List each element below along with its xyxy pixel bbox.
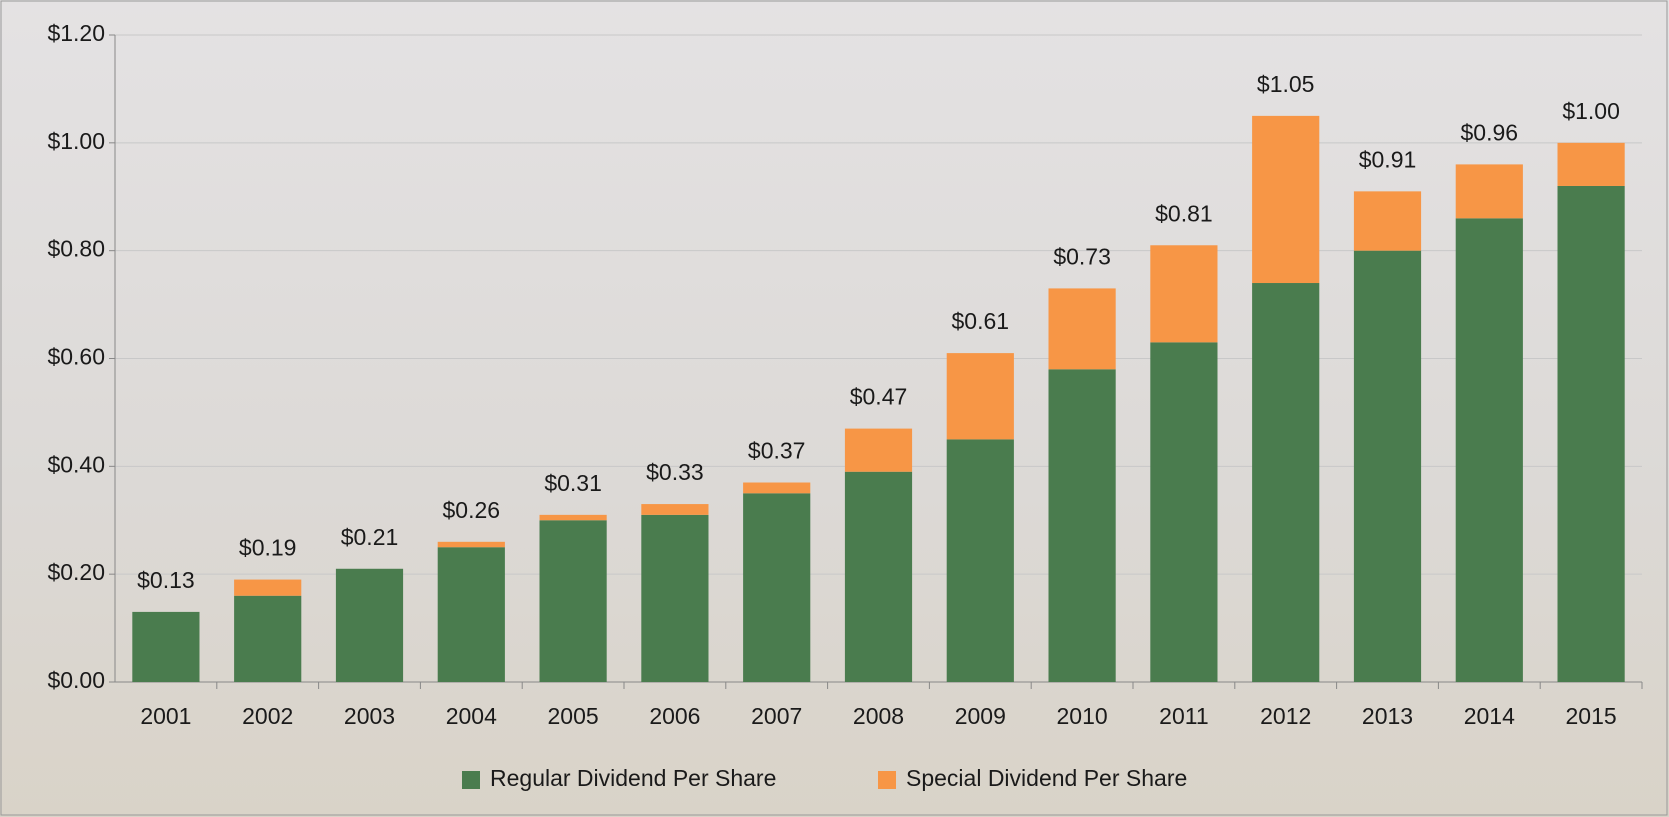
total-label: $0.73 (1053, 243, 1111, 269)
bar-segment (1455, 164, 1523, 219)
bar-segment (437, 541, 505, 548)
y-tick-label: $1.00 (47, 128, 105, 154)
total-label: $0.81 (1155, 200, 1213, 226)
x-tick-label: 2015 (1566, 703, 1617, 729)
x-tick-label: 2006 (649, 703, 700, 729)
total-label: $0.33 (646, 459, 704, 485)
bar-segment (234, 579, 302, 596)
y-tick-label: $0.20 (47, 559, 105, 585)
x-tick-label: 2011 (1159, 703, 1208, 729)
x-tick-label: 2005 (548, 703, 599, 729)
bar-segment (539, 514, 607, 521)
total-label: $0.91 (1359, 146, 1417, 172)
x-tick-label: 2012 (1260, 703, 1311, 729)
legend-label: Special Dividend Per Share (906, 765, 1187, 791)
total-label: $0.61 (952, 308, 1010, 334)
x-tick-label: 2014 (1464, 703, 1515, 729)
legend-label: Regular Dividend Per Share (490, 765, 776, 791)
y-tick-label: $0.00 (47, 667, 105, 693)
bar-segment (1252, 283, 1320, 682)
total-label: $0.21 (341, 524, 399, 550)
bar-segment (641, 504, 709, 515)
bar-segment (1557, 142, 1625, 186)
x-tick-label: 2004 (446, 703, 497, 729)
bar-segment (1353, 191, 1422, 251)
bar-segment (234, 595, 302, 682)
x-tick-label: 2001 (140, 703, 191, 729)
total-label: $0.37 (748, 438, 806, 464)
x-tick-label: 2013 (1362, 703, 1413, 729)
x-tick-label: 2002 (242, 703, 293, 729)
bar-segment (1048, 288, 1116, 370)
bar-segment (743, 482, 811, 494)
bar-segment (641, 514, 709, 682)
bar-segment (132, 611, 200, 682)
bar-segment (1048, 369, 1116, 682)
x-tick-label: 2007 (751, 703, 802, 729)
x-tick-label: 2008 (853, 703, 904, 729)
bar-segment (1455, 218, 1523, 683)
legend-swatch (878, 771, 896, 789)
total-label: $0.19 (239, 535, 297, 561)
bar-segment (844, 471, 913, 682)
bar-segment (946, 353, 1014, 440)
bar-segment (335, 568, 404, 682)
total-label: $0.31 (544, 470, 602, 496)
total-label: $1.05 (1257, 71, 1315, 97)
legend-swatch (462, 771, 480, 789)
bar-segment (844, 428, 913, 472)
bar-segment (1557, 185, 1625, 682)
x-tick-label: 2010 (1057, 703, 1108, 729)
bar-segment (1150, 245, 1218, 343)
bar-segment (539, 520, 607, 682)
total-label: $0.47 (850, 384, 908, 410)
bar-segment (1150, 342, 1218, 682)
bar-segment (1252, 115, 1320, 284)
y-tick-label: $0.40 (47, 451, 105, 477)
y-tick-label: $0.80 (47, 236, 105, 262)
bar-segment (1353, 250, 1422, 682)
x-tick-label: 2009 (955, 703, 1006, 729)
x-tick-label: 2003 (344, 703, 395, 729)
y-tick-label: $1.20 (47, 20, 105, 46)
y-tick-label: $0.60 (47, 344, 105, 370)
bar-segment (743, 493, 811, 682)
bar-segment (946, 439, 1014, 682)
total-label: $1.00 (1562, 98, 1620, 124)
bar-segment (437, 547, 505, 682)
total-label: $0.13 (137, 567, 195, 593)
total-label: $0.96 (1461, 119, 1519, 145)
total-label: $0.26 (443, 497, 501, 523)
